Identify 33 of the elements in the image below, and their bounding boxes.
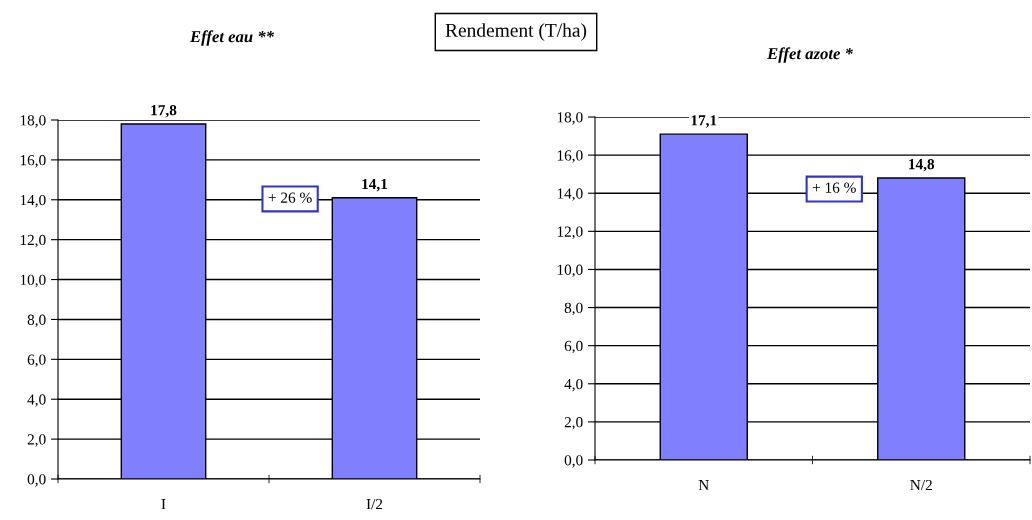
x-tick-label: N	[698, 480, 709, 491]
y-tick-label: 10,0	[557, 264, 583, 278]
y-tick-label: 14,0	[20, 194, 46, 208]
y-tick-label: 14,0	[557, 188, 583, 201]
y-tick-label: 12,0	[557, 226, 583, 239]
x-tick-label: I	[161, 499, 166, 510]
x-tick-label: I/2	[366, 498, 383, 510]
annotation: + 16 %	[812, 182, 856, 193]
data-label: 17,8	[151, 105, 177, 118]
text: Rendement (T/ha)	[445, 23, 587, 41]
y-tick-label: 18,0	[557, 112, 583, 125]
y-tick-label: 2,0	[564, 417, 583, 430]
y-tick-label: 10,0	[20, 274, 46, 288]
y-tick-label: 16,0	[20, 155, 46, 168]
x-tick-label: N/2	[910, 479, 932, 491]
y-tick-label: 8,0	[564, 302, 583, 316]
data-label: 14,8	[909, 159, 935, 172]
y-tick-label: 6,0	[27, 354, 46, 367]
annotation: + 26 %	[268, 192, 312, 203]
y-tick-label: 0,0	[27, 474, 46, 487]
y-tick-label: 4,0	[564, 378, 583, 392]
y-tick-label: 12,0	[20, 234, 46, 248]
chart-title: Effet eau **	[189, 30, 275, 46]
y-tick-label: 4,0	[27, 394, 46, 407]
chart-title: Effet azote *	[766, 47, 853, 63]
y-tick-label: 2,0	[27, 434, 46, 447]
y-tick-label: 18,0	[20, 115, 46, 128]
y-tick-label: 16,0	[557, 150, 583, 163]
y-tick-label: 0,0	[564, 455, 583, 468]
data-label: 17,1	[691, 115, 717, 128]
y-tick-label: 6,0	[564, 340, 583, 354]
data-label: 14,1	[362, 178, 388, 192]
y-tick-label: 8,0	[27, 314, 46, 328]
